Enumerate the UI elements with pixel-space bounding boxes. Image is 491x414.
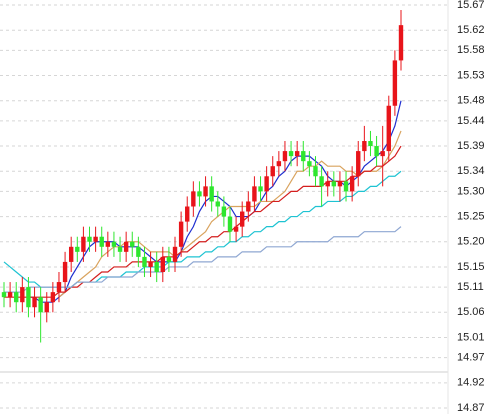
candle-body: [38, 297, 43, 313]
candle-body: [325, 181, 330, 187]
candle-body: [374, 146, 379, 157]
moving-average-line: [4, 145, 402, 298]
candle-body: [56, 282, 62, 293]
y-tick-label: 15.48: [457, 95, 485, 107]
candle-body: [7, 292, 13, 298]
candle-body: [75, 246, 80, 252]
candle-body: [386, 105, 391, 152]
y-tick-label: 15.06: [457, 306, 485, 318]
candle-body: [398, 25, 404, 61]
candle-body: [307, 161, 312, 167]
candle-body: [392, 60, 398, 106]
y-tick-label: 14.87: [457, 402, 485, 414]
candle-body: [337, 181, 343, 187]
y-tick-label: 15.30: [457, 185, 485, 197]
candle-body: [87, 236, 92, 242]
candle-body: [178, 221, 184, 247]
candle-body: [362, 141, 367, 152]
candle-body: [26, 287, 31, 308]
candle-body: [185, 206, 190, 222]
candle-body: [209, 186, 214, 202]
candle-body: [356, 151, 361, 177]
candle-body: [368, 141, 373, 147]
candle-body: [20, 287, 25, 303]
candle-body: [313, 166, 318, 177]
candle-body: [246, 201, 251, 212]
candle-body: [319, 176, 324, 187]
candle-body: [240, 211, 245, 227]
candle-body: [294, 151, 300, 157]
y-tick-label: 15.15: [457, 261, 485, 273]
candle-body: [270, 166, 275, 177]
y-tick-label: 15.67: [457, 0, 485, 11]
candle-body: [81, 236, 86, 252]
candle-body: [123, 241, 129, 252]
moving-average-line: [4, 226, 402, 293]
candle-body: [32, 297, 37, 308]
candle-body: [252, 186, 257, 202]
candle-body: [264, 176, 269, 192]
candle-body: [191, 191, 196, 207]
candle-body: [117, 246, 123, 252]
candle-body: [301, 151, 306, 162]
candle-body: [136, 246, 141, 257]
y-tick-label: 15.11: [457, 281, 484, 293]
candle-body: [172, 246, 178, 262]
candle-body: [258, 186, 263, 192]
candle-body: [1, 292, 7, 298]
candle-body: [215, 201, 220, 207]
y-tick-label: 14.92: [457, 377, 485, 389]
candle-body: [160, 256, 165, 272]
moving-average-line: [28, 100, 402, 303]
candle-body: [14, 292, 19, 303]
candle-body: [154, 261, 159, 272]
candle-body: [282, 151, 288, 162]
candle-body: [148, 261, 153, 267]
y-tick-label: 15.34: [457, 165, 485, 177]
candle-body: [233, 226, 239, 232]
candle-body: [331, 181, 337, 187]
candle-body: [221, 206, 227, 217]
candle-body: [62, 261, 68, 283]
candle-body: [380, 151, 385, 157]
candle-body: [93, 236, 98, 242]
candle-body: [68, 246, 74, 262]
y-tick-label: 15.39: [457, 140, 485, 152]
y-tick-label: 15.25: [457, 210, 485, 222]
candle-body: [50, 292, 56, 303]
candle-body: [111, 241, 117, 247]
y-tick-label: 15.20: [457, 236, 485, 248]
candle-body: [142, 256, 147, 267]
candle-body: [44, 302, 49, 313]
candle-body: [349, 176, 355, 192]
candle-body: [105, 241, 111, 247]
candle-body: [276, 161, 282, 167]
y-tick-label: 15.58: [457, 44, 485, 56]
candle-body: [197, 191, 202, 197]
candle-body: [343, 181, 349, 192]
y-tick-label: 15.01: [457, 331, 485, 343]
y-tick-label: 15.53: [457, 69, 485, 81]
y-tick-label: 15.62: [457, 24, 485, 36]
candle-body: [288, 151, 294, 157]
y-tick-label: 14.97: [457, 352, 485, 364]
candle-body: [203, 186, 208, 197]
candle-body: [130, 241, 135, 247]
candle-body: [99, 236, 104, 247]
candle-body: [227, 216, 233, 232]
candle-body: [166, 256, 172, 262]
y-tick-label: 15.44: [457, 115, 485, 127]
